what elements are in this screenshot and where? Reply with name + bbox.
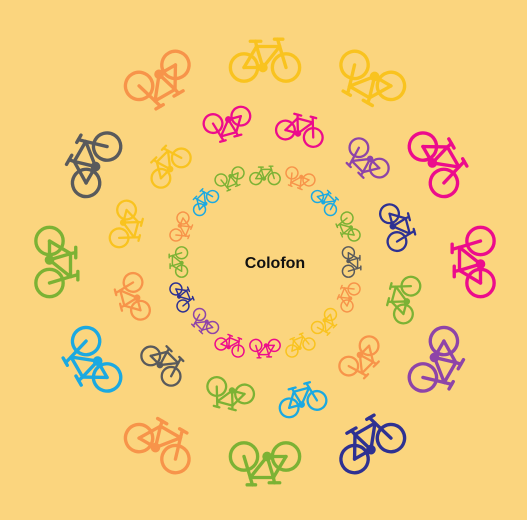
page: Colofon {"center_label": "Colofon"} html… (0, 0, 527, 520)
illustration: Colofon (0, 0, 527, 520)
body: Colofon (() => { const data = JSON.parse… (0, 0, 527, 520)
center-label: Colofon (245, 255, 305, 272)
